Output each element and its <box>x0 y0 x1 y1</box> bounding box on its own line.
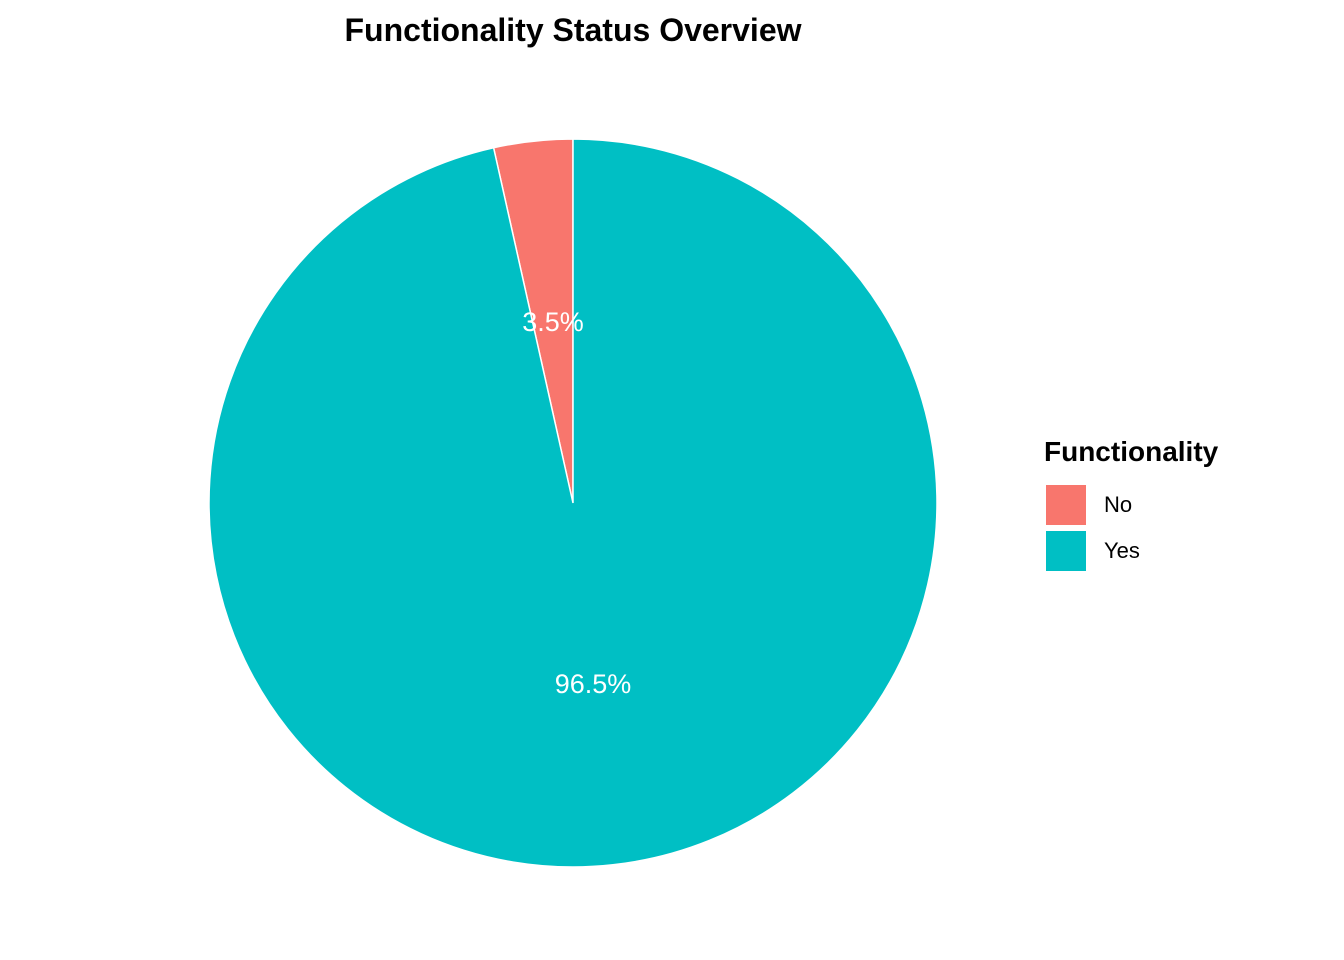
chart-title: Functionality Status Overview <box>344 12 802 48</box>
legend: Functionality No Yes <box>1044 434 1218 574</box>
legend-title: Functionality <box>1044 436 1219 467</box>
legend-item-no: No <box>1044 482 1218 528</box>
legend-key-no <box>1046 485 1086 525</box>
pie-label-no: 3.5% <box>522 307 584 337</box>
pie-slices <box>208 138 938 868</box>
legend-label-yes: Yes <box>1104 538 1140 563</box>
legend-key-yes <box>1046 531 1086 571</box>
legend-label-no: No <box>1104 492 1133 517</box>
legend-item-yes: Yes <box>1044 528 1218 574</box>
pie-labels: 3.5% 96.5% <box>522 307 631 699</box>
pie-slice-yes <box>208 138 938 868</box>
pie-label-yes: 96.5% <box>555 669 632 699</box>
